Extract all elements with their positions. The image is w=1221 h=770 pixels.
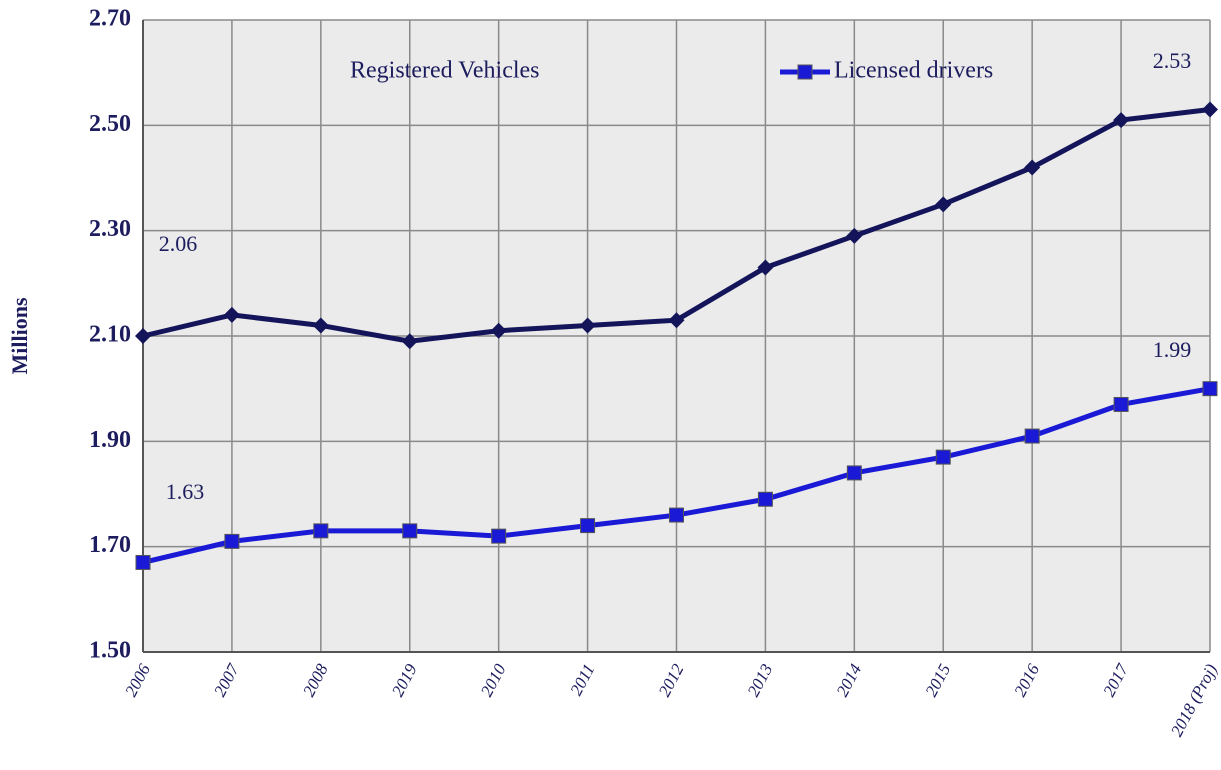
x-tick-label: 2015	[921, 661, 954, 700]
x-tick-label: 2010	[477, 660, 510, 699]
annotation: 1.99	[1153, 337, 1192, 362]
marker-square	[757, 491, 773, 507]
y-tick-label: 1.50	[89, 638, 131, 664]
marker-diamond	[579, 317, 596, 334]
x-tick-label: 2018 (Proj)	[1167, 660, 1221, 739]
x-tick-label: 2017	[1099, 659, 1132, 699]
marker-square	[797, 64, 813, 80]
marker-diamond	[935, 196, 952, 213]
legend-label: Licensed drivers	[834, 58, 993, 84]
marker-diamond	[757, 259, 774, 276]
marker-diamond	[312, 317, 329, 334]
y-tick-label: 2.50	[89, 111, 131, 137]
marker-square	[1024, 428, 1040, 444]
x-tick-label: 2014	[833, 660, 866, 699]
marker-diamond	[135, 328, 151, 344]
annotation: 1.63	[166, 479, 205, 504]
marker-square	[580, 518, 596, 534]
x-tick-label: 2016	[1010, 660, 1043, 699]
marker-square	[846, 465, 862, 481]
y-tick-label: 2.70	[89, 6, 131, 32]
marker-square	[135, 554, 151, 570]
marker-diamond	[668, 312, 685, 329]
x-tick-label: 2006	[121, 660, 154, 699]
y-tick-label: 2.10	[89, 322, 131, 348]
marker-diamond	[1202, 101, 1218, 118]
y-tick-label: 1.90	[89, 427, 131, 453]
y-axis-label: Millions	[7, 297, 32, 374]
x-tick-label: 2011	[566, 661, 598, 699]
annotation: 2.53	[1153, 48, 1192, 73]
marker-diamond	[846, 227, 863, 244]
marker-square	[669, 507, 684, 523]
x-tick-label: 2007	[210, 659, 243, 699]
marker-square	[1113, 396, 1129, 412]
marker-square	[491, 528, 507, 544]
y-tick-label: 1.70	[89, 532, 131, 558]
legend-label: Registered Vehicles	[350, 58, 540, 84]
marker-square	[313, 523, 329, 539]
x-tick-label: 2013	[744, 661, 777, 700]
marker-diamond	[1113, 112, 1130, 129]
marker-diamond	[1024, 159, 1041, 176]
marker-square	[1202, 381, 1218, 397]
y-tick-label: 2.30	[89, 216, 131, 242]
x-tick-label: 2008	[299, 660, 332, 699]
x-tick-label: 2019	[388, 660, 421, 699]
marker-square	[935, 449, 951, 465]
x-tick-label: 2012	[655, 660, 688, 699]
annotation: 2.06	[159, 231, 198, 256]
marker-square	[224, 533, 240, 549]
marker-square	[402, 523, 418, 539]
marker-diamond	[223, 306, 240, 323]
marker-diamond	[490, 322, 507, 339]
marker-diamond	[401, 333, 418, 350]
